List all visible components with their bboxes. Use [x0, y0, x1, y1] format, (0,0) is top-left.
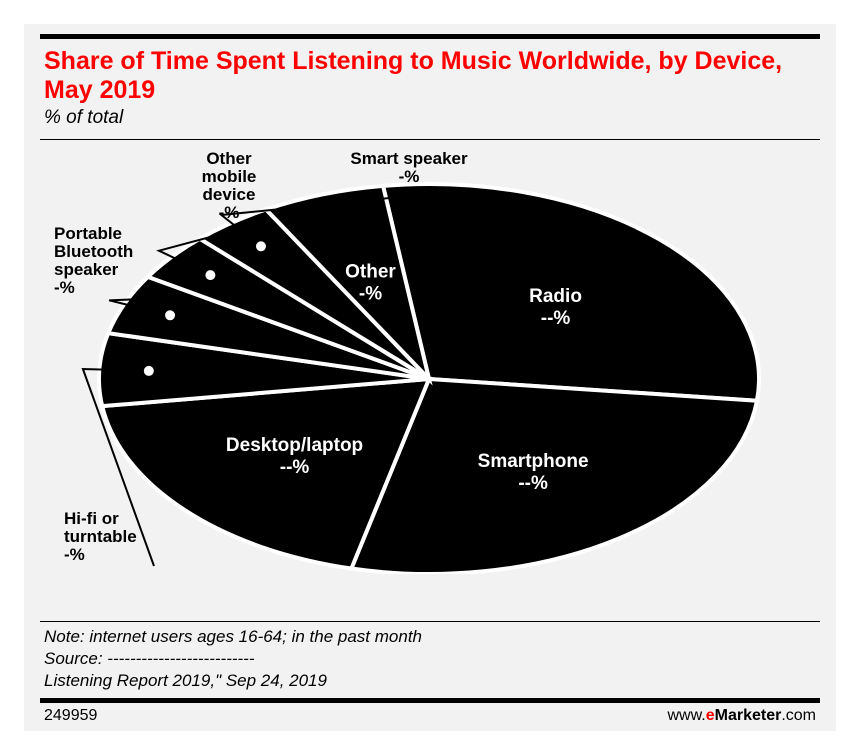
subtitle-rule	[40, 139, 820, 140]
leader-dot	[164, 309, 176, 321]
pie-chart: Radio--%Smartphone--%Desktop/laptop--%Ot…	[24, 144, 836, 617]
source-line: Source: --------------------------	[44, 648, 816, 670]
source-brand: www.eMarketer.com	[667, 707, 816, 725]
notes-rule	[40, 621, 820, 622]
slice-label: Bluetooth	[54, 242, 133, 261]
slice-label: speaker	[54, 260, 119, 279]
slice-label: Portable	[54, 224, 122, 243]
slice-label: Desktop/laptop	[226, 435, 363, 456]
slice-percent: -%	[54, 278, 75, 297]
slice-percent: -%	[399, 167, 420, 186]
slice-percent: --%	[541, 308, 571, 329]
slice-percent: --%	[518, 472, 548, 493]
slice-label: device	[203, 185, 256, 204]
chart-subtitle: % of total	[24, 107, 836, 135]
note-line: Note: internet users ages 16-64; in the …	[44, 626, 816, 648]
leader-dot	[255, 240, 267, 252]
leader-dot	[143, 364, 155, 376]
report-line: Listening Report 2019," Sep 24, 2019	[44, 670, 816, 692]
slice-label: mobile	[202, 167, 257, 186]
slice-label: Smartphone	[478, 450, 589, 471]
slice-percent: -%	[64, 545, 85, 564]
footer: 249959 www.eMarketer.com	[24, 703, 836, 731]
chart-card: Share of Time Spent Listening to Music W…	[24, 24, 836, 731]
slice-label: Hi-fi or	[64, 509, 119, 528]
slice-label: Smart speaker	[350, 149, 468, 168]
chart-id: 249959	[44, 707, 97, 725]
slice-label: Other	[206, 149, 252, 168]
slice-label: turntable	[64, 527, 137, 546]
slice-percent: -%	[219, 203, 240, 222]
slice-percent: --%	[280, 457, 310, 478]
chart-notes: Note: internet users ages 16-64; in the …	[24, 626, 836, 698]
slice-label: Other	[345, 261, 396, 282]
chart-title: Share of Time Spent Listening to Music W…	[24, 39, 836, 107]
slice-label: Radio	[529, 286, 582, 307]
slice-percent: -%	[359, 283, 382, 304]
leader-dot	[204, 269, 216, 281]
